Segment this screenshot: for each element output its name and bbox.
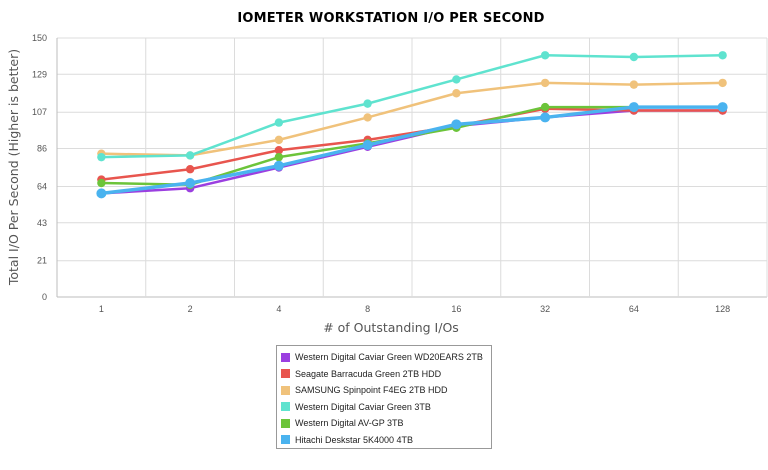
y-tick-label: 150 bbox=[32, 33, 47, 43]
data-point bbox=[718, 51, 727, 60]
series-line bbox=[101, 54, 723, 159]
data-point bbox=[97, 178, 106, 188]
series-4 bbox=[97, 51, 727, 162]
data-point bbox=[628, 102, 639, 113]
data-point bbox=[363, 113, 372, 122]
legend-item[interactable]: Western Digital Caviar Green 3TB bbox=[281, 399, 487, 416]
series-6 bbox=[96, 102, 728, 199]
series-line bbox=[101, 105, 723, 196]
legend-label: SAMSUNG Spinpoint F4EG 2TB HDD bbox=[295, 385, 448, 396]
data-point bbox=[274, 118, 284, 127]
data-point bbox=[363, 99, 372, 108]
data-point bbox=[273, 160, 284, 171]
y-tick-label: 43 bbox=[37, 218, 47, 228]
data-point bbox=[274, 152, 284, 162]
legend-swatch bbox=[281, 352, 290, 362]
legend-label: Western Digital AV-GP 3TB bbox=[295, 418, 404, 429]
x-tick-label: 32 bbox=[540, 304, 550, 314]
legend-item[interactable]: Seagate Barracuda Green 2TB HDD bbox=[281, 366, 487, 383]
x-tick-label: 1 bbox=[99, 304, 104, 314]
data-point bbox=[362, 140, 373, 151]
y-tick-label: 86 bbox=[37, 144, 47, 154]
data-point bbox=[540, 78, 550, 88]
data-point bbox=[718, 78, 727, 88]
x-tick-label: 4 bbox=[276, 304, 281, 314]
legend: Western Digital Caviar Green WD20EARS 2T… bbox=[276, 345, 492, 449]
y-tick-label: 0 bbox=[42, 292, 47, 302]
legend-item[interactable]: Western Digital Caviar Green WD20EARS 2T… bbox=[281, 349, 487, 366]
chart-title: IOMETER WORKSTATION I/O PER SECOND bbox=[237, 11, 544, 26]
data-point bbox=[96, 188, 107, 199]
data-point bbox=[540, 102, 550, 112]
data-point bbox=[452, 75, 461, 84]
data-point bbox=[274, 135, 284, 145]
legend-label: Western Digital Caviar Green 3TB bbox=[295, 401, 431, 412]
x-tick-label: 64 bbox=[629, 304, 639, 314]
legend-label: Hitachi Deskstar 5K4000 4TB bbox=[295, 434, 414, 445]
series-lines bbox=[96, 51, 728, 199]
legend-item[interactable]: Western Digital AV-GP 3TB bbox=[281, 415, 487, 432]
data-point bbox=[540, 112, 551, 123]
legend-label: Western Digital Caviar Green WD20EARS 2T… bbox=[295, 352, 483, 363]
data-point bbox=[717, 102, 728, 113]
x-tick-label: 8 bbox=[365, 304, 370, 314]
x-tick-label: 16 bbox=[451, 304, 461, 314]
data-point bbox=[97, 152, 106, 162]
data-point bbox=[274, 146, 284, 155]
data-point bbox=[185, 151, 195, 160]
legend-item[interactable]: SAMSUNG Spinpoint F4EG 2TB HDD bbox=[281, 382, 487, 399]
data-point bbox=[185, 165, 195, 174]
y-axis-ticks: 0 21 43 64 86 107 129 150 bbox=[32, 33, 47, 302]
x-axis-ticks: 1 2 4 8 16 32 64 128 bbox=[99, 304, 730, 314]
data-point bbox=[629, 52, 639, 62]
series-line bbox=[101, 81, 723, 157]
data-point bbox=[452, 89, 461, 98]
grid bbox=[56, 37, 768, 298]
legend-swatch bbox=[281, 369, 290, 379]
y-tick-label: 107 bbox=[32, 107, 47, 117]
x-tick-label: 2 bbox=[188, 304, 193, 314]
y-tick-label: 129 bbox=[32, 69, 47, 79]
y-tick-label: 64 bbox=[37, 181, 47, 191]
data-point bbox=[451, 119, 462, 130]
y-tick-label: 21 bbox=[37, 256, 47, 266]
x-tick-label: 128 bbox=[715, 304, 730, 314]
data-point bbox=[540, 51, 550, 60]
legend-item[interactable]: Hitachi Deskstar 5K4000 4TB bbox=[281, 432, 487, 449]
x-axis-label: # of Outstanding I/Os bbox=[323, 320, 459, 335]
legend-swatch bbox=[281, 385, 290, 395]
data-point bbox=[629, 80, 639, 89]
legend-label: Seagate Barracuda Green 2TB HDD bbox=[295, 368, 442, 379]
data-point bbox=[185, 178, 196, 189]
y-axis-label: Total I/O Per Second (Higher is better) bbox=[6, 49, 21, 286]
legend-swatch bbox=[281, 435, 290, 445]
legend-swatch bbox=[281, 402, 290, 412]
legend-swatch bbox=[281, 418, 290, 428]
